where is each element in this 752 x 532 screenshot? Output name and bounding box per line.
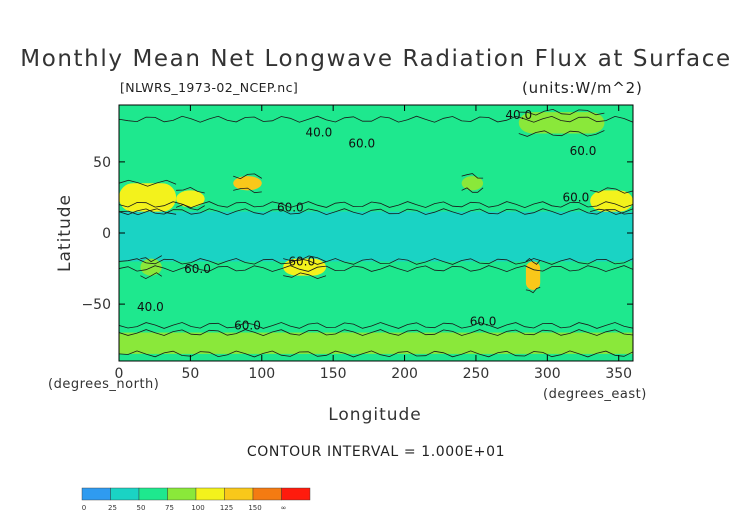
- contour-labels: 40.0 60.0 40.0 60.0 60.0 60.0 60.0 60.0 40.0 60.0…: [137, 108, 596, 332]
- colorbar-label: 50: [137, 504, 146, 512]
- colorbar-label: 125: [220, 504, 233, 512]
- contour-line: [119, 258, 633, 265]
- x-tick-label: 0: [115, 366, 124, 382]
- contour-line: [283, 255, 327, 262]
- contour-line: [518, 108, 605, 116]
- y-unit-label: (degrees_north): [48, 377, 159, 392]
- region-tibet: [233, 176, 262, 191]
- colorbar-swatch: [224, 487, 254, 501]
- contour-line: [525, 287, 541, 294]
- y-tick-label: 50: [93, 155, 111, 171]
- contour-label: 60.0: [288, 255, 315, 269]
- contour-line: [461, 187, 484, 193]
- contour-line: [233, 173, 263, 180]
- contour-label: 60.0: [570, 144, 597, 158]
- flux-field: [119, 105, 633, 361]
- contour-label: 60.0: [348, 137, 375, 151]
- region-sahara: [119, 183, 177, 212]
- colorbar-swatch: [195, 487, 225, 501]
- colorbar-swatch: [81, 487, 111, 501]
- contour-line: [461, 173, 484, 179]
- x-axis-label: Longitude: [328, 405, 422, 425]
- contour-lines: [119, 108, 633, 358]
- colorbar-label: 0: [82, 504, 86, 512]
- colorbar-swatch: [252, 487, 282, 501]
- colorbar-label: 75: [165, 504, 174, 512]
- colorbar-swatch: [167, 487, 197, 501]
- contour-line: [518, 130, 605, 137]
- colorbar-label: 25: [108, 504, 117, 512]
- colorbar-swatch: [138, 487, 168, 501]
- y-tick-label: −50: [81, 297, 111, 313]
- region-australia: [283, 258, 327, 276]
- contour-label: 60.0: [234, 319, 261, 333]
- contour-line: [119, 201, 633, 209]
- region-southern-ocean: [119, 268, 633, 326]
- contour-line: [119, 115, 633, 123]
- x-unit-label: (degrees_east): [543, 387, 647, 402]
- contour-line: [140, 272, 163, 280]
- contour-line: [590, 187, 633, 194]
- y-axis-label: Latitude: [55, 194, 75, 272]
- colorbar-label: 100: [191, 504, 204, 512]
- region-north-america-west: [461, 176, 484, 191]
- x-tick-label: 300: [534, 366, 561, 382]
- contour-line: [525, 257, 541, 265]
- contour-line: [140, 255, 163, 263]
- contour-line: [119, 329, 633, 337]
- x-tick-label: 50: [181, 366, 199, 382]
- x-tick-label: 200: [391, 366, 418, 382]
- region-antarctic-coast: [119, 332, 633, 354]
- contour-line: [590, 208, 633, 215]
- contour-line: [119, 322, 633, 329]
- region-tropical-band: [119, 211, 633, 262]
- contour-line: [119, 208, 177, 216]
- contour-line: [119, 265, 633, 273]
- contour-label: 60.0: [184, 262, 211, 276]
- contour-line: [176, 186, 205, 194]
- contour-label: 40.0: [505, 108, 532, 122]
- contour-line: [175, 204, 205, 211]
- contour-line: [119, 208, 633, 216]
- contour-label: 60.0: [470, 314, 497, 328]
- region-arabia: [176, 190, 205, 208]
- contour-line: [233, 187, 262, 194]
- colorbar-swatch: [281, 487, 311, 501]
- colorbar: 0 25 50 75 100 125 150 ∞: [81, 487, 311, 512]
- region-mexico: [590, 190, 633, 212]
- x-tick-label: 150: [320, 366, 347, 382]
- x-tick-label: 100: [248, 366, 275, 382]
- y-axis: 50 0 −50: [81, 155, 633, 313]
- contour-line: [283, 272, 327, 280]
- colorbar-swatch: [110, 487, 140, 501]
- x-axis: 0 50 100 150 200 250 300 350: [115, 105, 632, 382]
- y-tick-label: 0: [102, 226, 111, 242]
- dataset-filename: [NLWRS_1973-02_NCEP.nc]: [120, 80, 299, 95]
- contour-label: 40.0: [137, 300, 164, 314]
- contour-label: 40.0: [306, 125, 333, 139]
- contour-line: [119, 179, 177, 187]
- contour-line: [119, 350, 633, 358]
- x-tick-label: 350: [605, 366, 632, 382]
- x-tick-label: 250: [463, 366, 490, 382]
- contour-label: 60.0: [277, 201, 304, 215]
- contour-label: 60.0: [563, 191, 590, 205]
- chart-title: Monthly Mean Net Longwave Radiation Flux…: [20, 46, 732, 72]
- contour-interval-note: CONTOUR INTERVAL = 1.000E+01: [246, 444, 506, 460]
- colorbar-label: 150: [248, 504, 261, 512]
- region-andes: [525, 261, 541, 290]
- units-label: (units:W/m^2): [522, 79, 643, 97]
- colorbar-label: ∞: [281, 504, 287, 512]
